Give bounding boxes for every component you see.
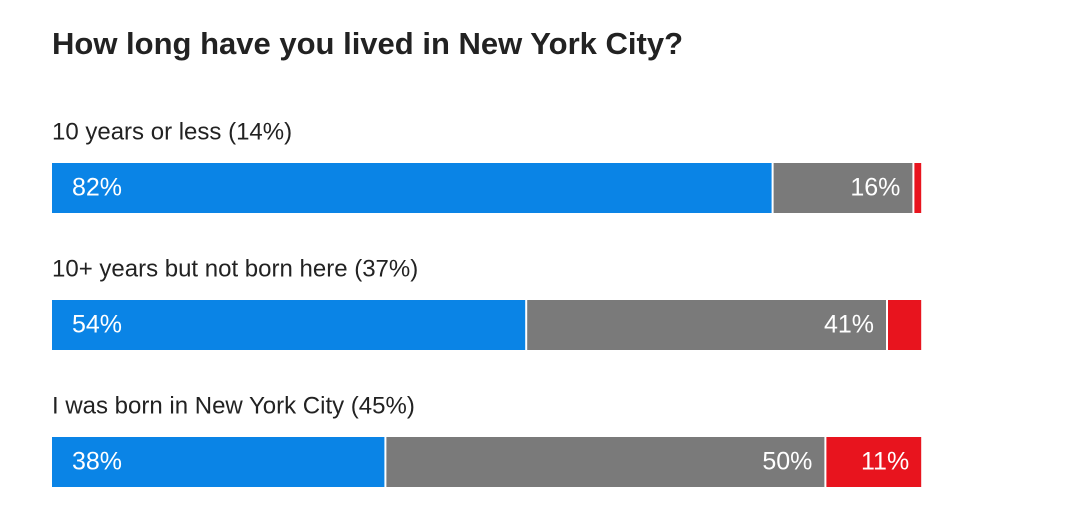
data-label: 50% xyxy=(762,448,812,476)
category-label: 10 years or less (14%) xyxy=(52,118,292,145)
category-label: 10+ years but not born here (37%) xyxy=(52,255,418,282)
bar-segment xyxy=(52,163,772,213)
category-label: I was born in New York City (45%) xyxy=(52,392,415,419)
data-label: 54% xyxy=(72,311,122,339)
bar-segment xyxy=(826,437,922,487)
bar-segment xyxy=(773,163,913,213)
data-label: 41% xyxy=(824,311,874,339)
data-label: 11% xyxy=(861,448,909,476)
data-label: 38% xyxy=(72,448,122,476)
bar-segment xyxy=(914,163,922,213)
data-label: 82% xyxy=(72,174,122,202)
bar-segment xyxy=(888,300,922,350)
chart-title: How long have you lived in New York City… xyxy=(52,26,683,61)
bar-segment xyxy=(52,437,385,487)
bar-segment xyxy=(386,437,825,487)
bar-segment xyxy=(527,300,886,350)
data-label: 16% xyxy=(850,174,900,202)
bar-segment xyxy=(52,300,526,350)
